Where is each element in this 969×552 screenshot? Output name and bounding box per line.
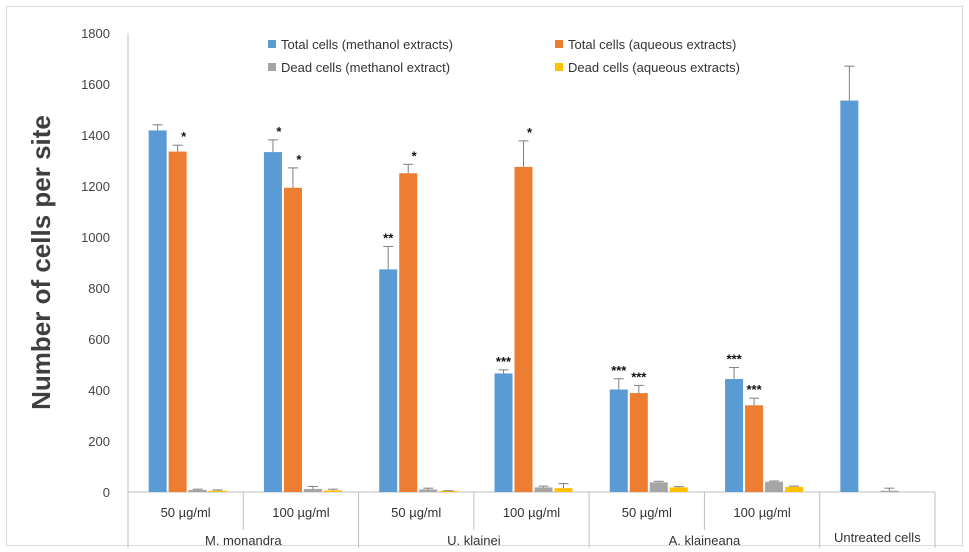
significance-marker: *: [412, 148, 418, 163]
y-tick-label: 200: [88, 434, 110, 449]
y-tick-label: 0: [103, 485, 110, 500]
legend-label: Dead cells (aqueous extracts): [568, 60, 740, 75]
significance-marker: **: [383, 230, 394, 245]
bar: [439, 490, 458, 492]
legend-label: Dead cells (methanol extract): [281, 60, 450, 75]
x-subcategory-label: 100 µg/ml: [733, 505, 790, 520]
x-subcategory-label: 50 µg/ml: [391, 505, 441, 520]
legend-swatch: [268, 40, 276, 48]
bar: [419, 489, 438, 492]
y-tick-label: 600: [88, 332, 110, 347]
significance-marker: *: [276, 124, 282, 139]
chart-frame: [6, 6, 963, 546]
y-tick-label: 1600: [81, 77, 110, 92]
bar: [785, 486, 804, 492]
bar: [303, 488, 322, 492]
bar: [880, 490, 899, 492]
x-subcategory-label: 50 µg/ml: [161, 505, 211, 520]
legend-label: Total cells (aqueous extracts): [568, 37, 736, 52]
x-group-label: M. monandra: [205, 533, 282, 548]
bar: [208, 490, 227, 492]
y-tick-label: 1000: [81, 230, 110, 245]
bar: [765, 481, 784, 492]
significance-marker: ***: [746, 382, 762, 397]
significance-marker: ***: [726, 352, 742, 367]
legend-swatch: [555, 40, 563, 48]
bar: [323, 490, 342, 492]
bar: [534, 487, 553, 492]
bar: [379, 269, 398, 492]
bar: [148, 130, 167, 492]
x-subcategory-label: 50 µg/ml: [622, 505, 672, 520]
legend-label: Total cells (methanol extracts): [281, 37, 453, 52]
significance-marker: ***: [496, 354, 512, 369]
bar: [669, 487, 688, 492]
significance-marker: *: [296, 152, 302, 167]
y-tick-label: 1800: [81, 26, 110, 41]
y-tick-label: 400: [88, 383, 110, 398]
legend-swatch: [268, 63, 276, 71]
bar: [554, 488, 573, 492]
bar: [840, 100, 859, 492]
significance-marker: *: [527, 125, 533, 140]
x-subcategory-label: 100 µg/ml: [272, 505, 329, 520]
significance-marker: *: [181, 129, 187, 144]
bar: [188, 489, 207, 492]
x-group-label: A. klaineana: [669, 533, 741, 548]
bar: [649, 482, 668, 492]
x-group-label: Untreated cells: [834, 530, 921, 545]
y-tick-label: 1400: [81, 128, 110, 143]
x-subcategory-label: 100 µg/ml: [503, 505, 560, 520]
bar: [609, 389, 628, 492]
x-group-label: U. klainei: [447, 533, 501, 548]
y-tick-label: 800: [88, 281, 110, 296]
bar: [745, 405, 764, 492]
legend-swatch: [555, 63, 563, 71]
bar: [629, 393, 648, 492]
bar: [725, 379, 744, 492]
y-tick-label: 1200: [81, 179, 110, 194]
significance-marker: ***: [611, 363, 627, 378]
bar: [168, 151, 187, 492]
significance-marker: ***: [631, 369, 647, 384]
bar: [263, 152, 282, 492]
bar: [399, 173, 418, 492]
bar: [283, 187, 302, 492]
bar: [514, 166, 533, 492]
y-axis-label: Number of cells per site: [26, 115, 56, 410]
bar: [494, 373, 513, 492]
